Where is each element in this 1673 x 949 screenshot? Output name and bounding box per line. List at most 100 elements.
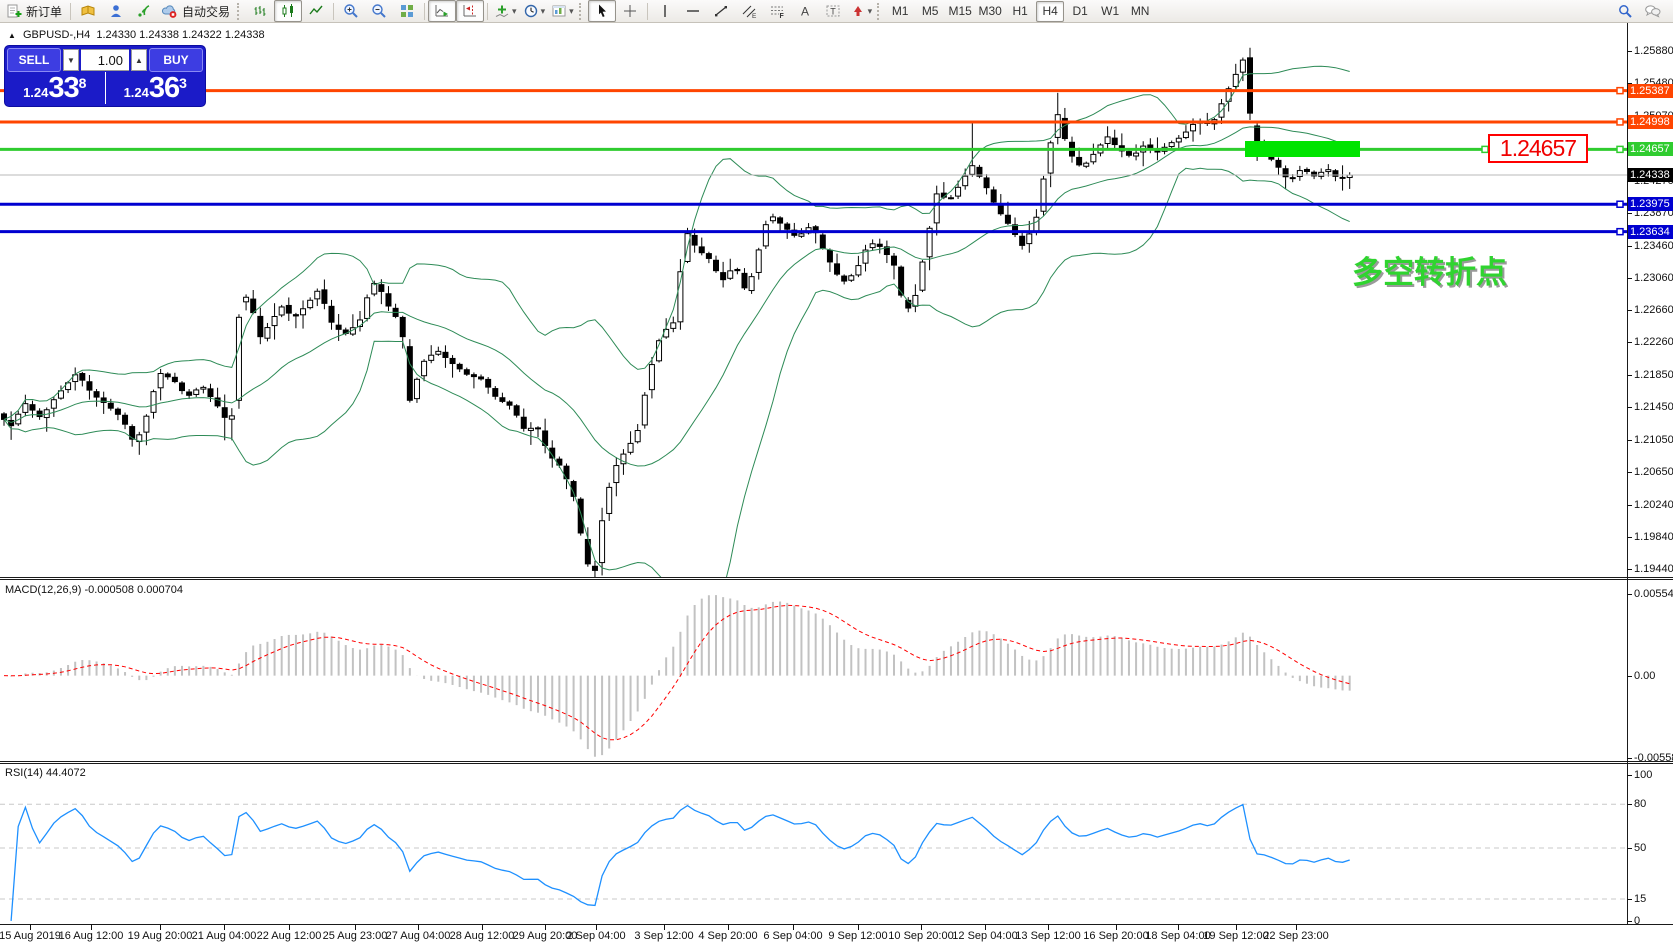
time-tick [664, 924, 665, 930]
cursor-button[interactable] [587, 0, 616, 22]
shapes-button[interactable]: ▾ [847, 0, 876, 22]
navigator-button[interactable] [102, 0, 130, 22]
buy-price[interactable]: 1.24 36 3 [106, 72, 206, 104]
time-tick [1048, 924, 1049, 930]
axis-tick-label: 0 [1634, 915, 1641, 927]
main-chart-canvas[interactable] [0, 23, 1627, 577]
price-tag-1.23634: 1.23634 [1628, 225, 1673, 239]
panel-separator[interactable] [0, 579, 1673, 580]
signal-button[interactable] [130, 0, 158, 22]
time-label: 19 Aug 20:00 [127, 930, 193, 942]
search-icon [1619, 5, 1632, 18]
axis-tick-label: 1.23460 [1634, 240, 1673, 252]
axis-tick-label: 100 [1634, 769, 1653, 781]
bar-chart-icon [254, 6, 266, 16]
time-label: 22 Aug 12:00 [256, 930, 322, 942]
axis-tick-label: 1.20240 [1634, 499, 1673, 511]
zoom-out-button[interactable] [365, 0, 393, 22]
time-tick [1116, 924, 1117, 930]
chart-bottom-frame [0, 924, 1673, 925]
time-tick [160, 924, 161, 930]
axis-tick-label: -0.005583 [1634, 752, 1673, 764]
trendline-button[interactable] [707, 0, 735, 22]
market-watch-button[interactable] [74, 0, 102, 22]
price-callout-box[interactable]: 1.24657 [1488, 134, 1588, 163]
axis-tick [1627, 83, 1632, 84]
sell-button[interactable]: SELL [7, 48, 61, 72]
crosshair-icon [623, 5, 636, 17]
tf-button-M15[interactable]: M15 [948, 4, 972, 18]
vertical-line-button[interactable] [651, 0, 679, 22]
panel-separator[interactable] [0, 761, 1673, 762]
separator [333, 2, 335, 20]
buy-button[interactable]: BUY [149, 48, 203, 72]
symbol-name: GBPUSD-,H4 [22, 29, 91, 41]
time-label: 6 Sep 04:00 [763, 930, 823, 942]
collapse-marker-icon[interactable]: ▲ [8, 31, 16, 40]
rsi-panel-canvas[interactable] [0, 764, 1627, 924]
time-label: 3 Sep 12:00 [634, 930, 694, 942]
tf-button-M1[interactable]: M1 [891, 4, 909, 18]
axis-tick [1627, 569, 1632, 570]
axis-tick-label: 1.22260 [1634, 336, 1673, 348]
templates-button[interactable]: ▾ [548, 0, 577, 22]
dropdown-caret-icon: ▾ [867, 5, 873, 16]
auto-scroll-button[interactable] [428, 0, 457, 22]
templates-icon [552, 5, 566, 17]
panel-separator[interactable] [0, 763, 1673, 764]
candlestick-chart-button[interactable] [274, 0, 303, 22]
price-tag-1.23975: 1.23975 [1628, 197, 1673, 211]
sell-price[interactable]: 1.24 33 8 [5, 72, 106, 104]
svg-text:T: T [830, 7, 836, 17]
time-label: 9 Sep 12:00 [828, 930, 888, 942]
tf-button-M5[interactable]: M5 [921, 4, 939, 18]
tf-button-MN[interactable]: MN [1130, 4, 1150, 18]
time-label: 4 Sep 20:00 [698, 930, 758, 942]
axis-tick [1627, 440, 1632, 441]
axis-tick [1627, 51, 1632, 52]
sell-price-small: 1.24 [23, 85, 49, 100]
equidistant-channel-button[interactable]: E [735, 0, 763, 22]
chart-shift-button[interactable] [456, 0, 485, 22]
text-button[interactable]: A [791, 0, 819, 22]
svg-text:A: A [801, 5, 809, 19]
annotation-note[interactable]: 多空转折点 [1352, 255, 1507, 290]
time-label: 22 Sep 23:00 [1263, 930, 1329, 942]
text-label-button[interactable]: T [819, 0, 847, 22]
zoom-in-button[interactable] [337, 0, 365, 22]
macd-panel-canvas[interactable] [0, 581, 1627, 761]
volume-down-button[interactable]: ▼ [63, 49, 79, 71]
sell-price-sup: 8 [78, 75, 87, 91]
time-tick [596, 924, 597, 930]
bar-chart-button[interactable] [246, 0, 274, 22]
periods-button[interactable]: ▾ [520, 0, 549, 22]
chat-button[interactable] [1639, 0, 1667, 22]
volume-input[interactable]: 1.00 [81, 49, 129, 71]
time-tick [482, 924, 483, 930]
search-button[interactable] [1611, 0, 1639, 22]
panel-separator[interactable] [0, 577, 1673, 578]
macd-label: MACD(12,26,9) -0.000508 0.000704 [5, 584, 183, 596]
autotrade-button[interactable]: 自动交易 [158, 0, 235, 22]
tf-button-M30[interactable]: M30 [978, 4, 1002, 18]
time-label: 13 Sep 12:00 [1015, 930, 1081, 942]
crosshair-button[interactable] [616, 0, 644, 22]
time-label: 19 Sep 12:00 [1203, 930, 1269, 942]
tf-button-H4[interactable]: H4 [1036, 0, 1065, 22]
periods-clock-icon [524, 4, 537, 18]
indicators-button[interactable]: ▾ [491, 0, 520, 22]
fibonacci-button[interactable]: F [763, 0, 791, 22]
tf-button-D1[interactable]: D1 [1072, 4, 1088, 18]
volume-up-button[interactable]: ▲ [131, 49, 147, 71]
chart-shift-icon [463, 5, 477, 17]
axis-tick [1627, 758, 1632, 759]
fibonacci-icon: F [770, 6, 784, 19]
tile-windows-button[interactable] [393, 0, 421, 22]
tf-button-W1[interactable]: W1 [1101, 4, 1120, 18]
horizontal-line-button[interactable] [679, 0, 707, 22]
axis-tick-label: 1.22660 [1634, 304, 1673, 316]
trendline-icon [714, 6, 727, 17]
new-order-button[interactable]: 新订单 [3, 0, 67, 22]
tf-button-H1[interactable]: H1 [1012, 4, 1028, 18]
line-chart-button[interactable] [302, 0, 330, 22]
